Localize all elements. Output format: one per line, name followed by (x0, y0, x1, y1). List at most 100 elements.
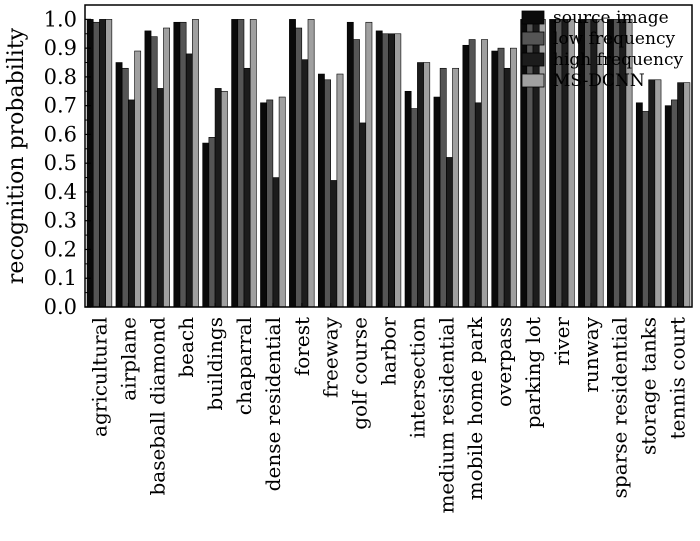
bar (105, 19, 113, 308)
x-tick-label: dense residential (261, 317, 285, 491)
bar (446, 157, 453, 308)
bar (99, 19, 106, 308)
x-tick-label: river (550, 317, 574, 366)
bar (394, 33, 402, 308)
legend-swatch (521, 31, 545, 46)
plot-frame (84, 4, 693, 308)
bar (266, 99, 274, 308)
bar (410, 108, 418, 308)
bar (381, 33, 389, 308)
y-tick-label: 0.2 (44, 237, 77, 261)
x-tick-label: freeway (319, 316, 343, 398)
bar (214, 88, 222, 308)
bar (237, 19, 245, 308)
legend-label: high frequency (553, 50, 683, 70)
x-tick-label: medium residential (434, 317, 458, 514)
x-tick-label: beach (174, 317, 198, 378)
bar (317, 73, 325, 308)
bar (307, 19, 315, 308)
bar (179, 21, 187, 308)
bar (156, 88, 164, 308)
bar (278, 96, 286, 308)
x-tick-label: baseball diamond (145, 317, 169, 496)
bar (353, 39, 360, 308)
y-tick-label: 0.1 (44, 266, 77, 290)
x-tick-label: overpass (492, 317, 516, 407)
bar (202, 142, 210, 308)
bar (115, 62, 123, 308)
legend-swatch (521, 52, 545, 67)
legend-label: MS-DCNN (553, 71, 645, 91)
x-tick-label: airplane (116, 317, 140, 401)
bar (249, 19, 257, 308)
bar (491, 50, 499, 308)
bar (272, 177, 280, 308)
bar (375, 30, 383, 308)
x-tick-label: intersection (405, 317, 429, 438)
x-tick-label: golf course (348, 317, 372, 430)
bar (417, 62, 424, 308)
y-axis: 0.0 0.1 0.2 0.3 0.4 0.5 0.6 0.7 0.8 0.9 1.0 (44, 7, 91, 319)
bar (260, 102, 267, 308)
bar (474, 102, 482, 308)
bar (185, 53, 193, 308)
x-axis: agricultural airplane baseball diamond beac… (87, 303, 690, 514)
bar (468, 39, 476, 308)
bar (163, 27, 170, 308)
y-axis-label: recognition probability (4, 27, 29, 284)
bar (642, 111, 649, 308)
bar (346, 21, 354, 308)
bar (664, 105, 672, 308)
bar (359, 122, 367, 308)
bar (144, 30, 152, 308)
bar (388, 33, 395, 308)
legend-swatch (521, 10, 545, 25)
bar (452, 67, 460, 308)
bar (671, 99, 678, 308)
bar (121, 67, 129, 308)
x-tick-label: mobile home park (463, 316, 487, 500)
bar (497, 47, 505, 308)
bar (433, 96, 441, 308)
x-tick-label: agricultural (87, 317, 111, 437)
bar (439, 67, 447, 308)
bar (192, 19, 199, 308)
x-tick-label: storage tanks (637, 317, 661, 455)
bar (295, 27, 303, 308)
x-tick-label: parking lot (521, 317, 545, 428)
bar (503, 67, 511, 308)
bar (243, 67, 251, 308)
bar (150, 36, 158, 308)
bar (677, 82, 685, 308)
y-tick-label: 0.9 (44, 36, 77, 60)
bar (134, 50, 142, 308)
bar (635, 102, 643, 308)
bar (462, 44, 470, 308)
x-tick-label: buildings (203, 317, 227, 411)
y-tick-label: 1.0 (44, 7, 77, 31)
bar (92, 21, 100, 308)
legend-label: low frequency (553, 29, 675, 49)
bar (423, 62, 431, 308)
bar (301, 59, 309, 308)
bar (231, 19, 239, 308)
x-tick-label: harbor (377, 317, 401, 386)
x-tick-label: forest (290, 317, 314, 376)
y-tick-label: 0.7 (44, 94, 77, 118)
bar (404, 90, 412, 308)
y-tick-label: 0.0 (44, 295, 77, 319)
y-tick-label: 0.3 (44, 209, 77, 233)
y-tick-label: 0.6 (44, 122, 77, 146)
bar (481, 39, 488, 308)
bar (128, 99, 135, 308)
bars-group (86, 19, 691, 308)
bar (365, 21, 373, 308)
legend-label: source image (553, 8, 669, 28)
bar (683, 82, 691, 308)
x-tick-label: sparse residential (608, 317, 632, 498)
bar (336, 73, 344, 308)
y-tick-label: 0.5 (44, 151, 77, 175)
bar (648, 79, 656, 308)
